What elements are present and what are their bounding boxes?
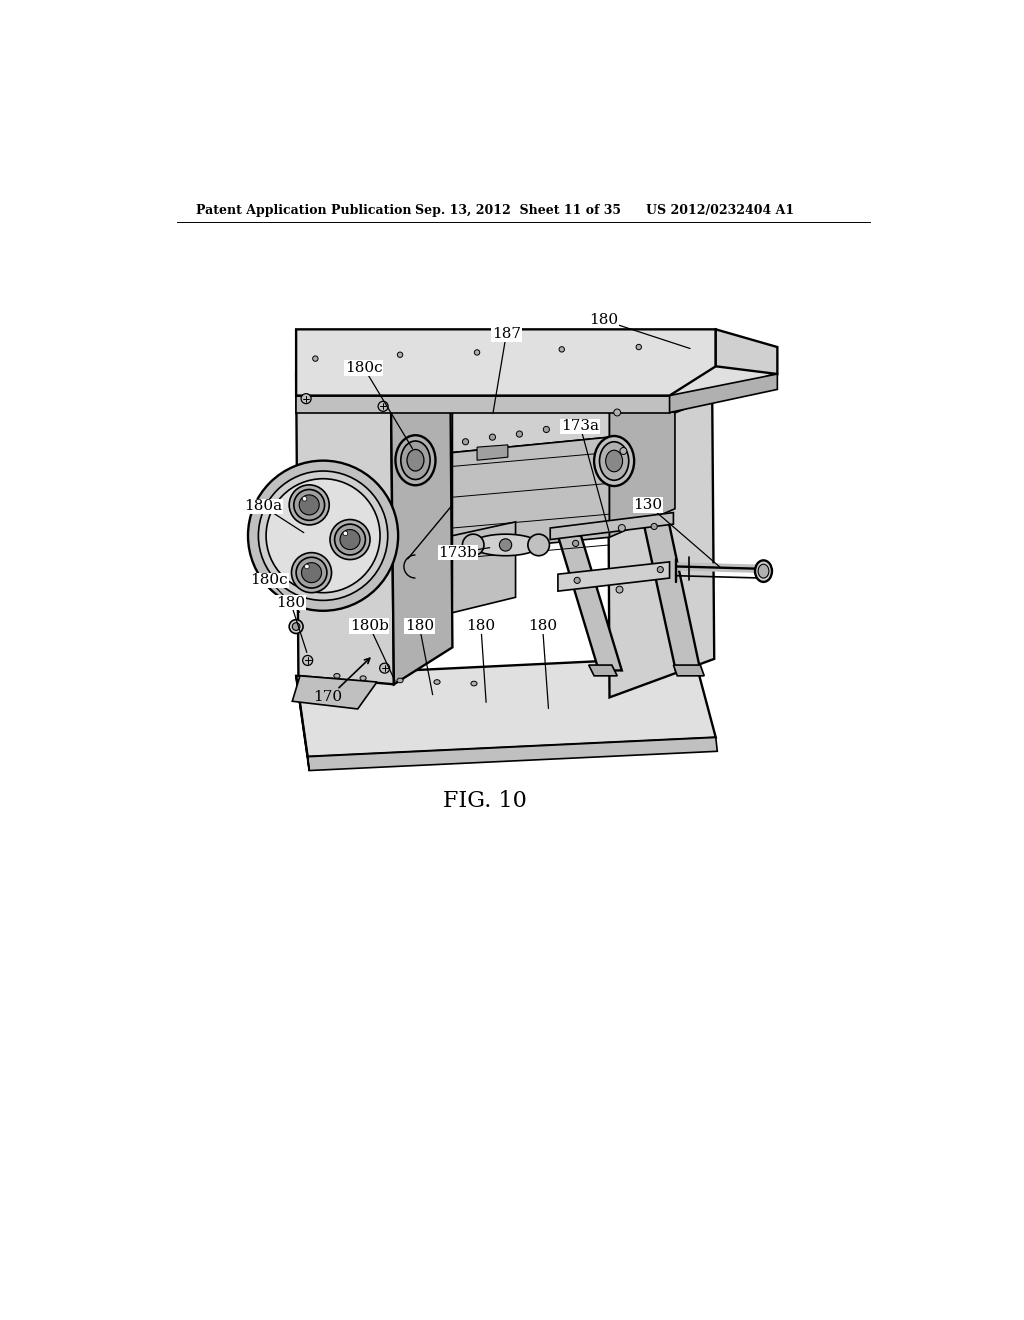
Ellipse shape bbox=[471, 681, 477, 686]
Ellipse shape bbox=[516, 432, 522, 437]
Ellipse shape bbox=[400, 441, 430, 479]
Polygon shape bbox=[296, 330, 716, 396]
Text: 180: 180 bbox=[589, 313, 617, 327]
Polygon shape bbox=[453, 437, 609, 553]
Polygon shape bbox=[550, 512, 674, 540]
Polygon shape bbox=[296, 656, 716, 756]
Ellipse shape bbox=[330, 520, 370, 560]
Ellipse shape bbox=[294, 490, 325, 520]
Text: 180: 180 bbox=[404, 619, 434, 632]
Polygon shape bbox=[609, 397, 675, 537]
Text: 180a: 180a bbox=[244, 499, 282, 513]
Ellipse shape bbox=[463, 535, 484, 556]
Ellipse shape bbox=[489, 434, 496, 441]
Ellipse shape bbox=[651, 523, 657, 529]
Polygon shape bbox=[589, 665, 617, 676]
Polygon shape bbox=[296, 396, 670, 412]
Ellipse shape bbox=[395, 436, 435, 486]
Text: 173a: 173a bbox=[561, 420, 599, 433]
Ellipse shape bbox=[463, 438, 469, 445]
Ellipse shape bbox=[360, 676, 367, 681]
Ellipse shape bbox=[266, 479, 380, 593]
Polygon shape bbox=[296, 374, 394, 684]
Ellipse shape bbox=[574, 577, 581, 583]
Ellipse shape bbox=[407, 449, 424, 471]
Polygon shape bbox=[453, 521, 515, 612]
Ellipse shape bbox=[312, 356, 318, 362]
Ellipse shape bbox=[616, 586, 623, 593]
Ellipse shape bbox=[289, 484, 330, 525]
Polygon shape bbox=[558, 536, 622, 671]
Ellipse shape bbox=[301, 393, 311, 404]
Polygon shape bbox=[716, 330, 777, 374]
Ellipse shape bbox=[755, 561, 772, 582]
Ellipse shape bbox=[378, 401, 388, 412]
Text: FIG. 10: FIG. 10 bbox=[442, 791, 526, 812]
Text: Sep. 13, 2012  Sheet 11 of 35: Sep. 13, 2012 Sheet 11 of 35 bbox=[416, 205, 622, 218]
Ellipse shape bbox=[299, 495, 319, 515]
Ellipse shape bbox=[304, 564, 309, 569]
Ellipse shape bbox=[292, 623, 300, 631]
Polygon shape bbox=[453, 397, 609, 453]
Ellipse shape bbox=[335, 524, 366, 554]
Polygon shape bbox=[296, 676, 309, 771]
Ellipse shape bbox=[472, 535, 540, 556]
Ellipse shape bbox=[302, 496, 307, 502]
Ellipse shape bbox=[334, 673, 340, 678]
Ellipse shape bbox=[397, 678, 403, 682]
Text: 170: 170 bbox=[313, 690, 342, 705]
Polygon shape bbox=[558, 562, 670, 591]
Ellipse shape bbox=[544, 426, 550, 433]
Ellipse shape bbox=[303, 656, 312, 665]
Ellipse shape bbox=[248, 461, 398, 611]
Polygon shape bbox=[608, 358, 714, 697]
Text: 180c: 180c bbox=[345, 360, 383, 375]
Ellipse shape bbox=[570, 422, 577, 428]
Ellipse shape bbox=[605, 450, 623, 471]
Ellipse shape bbox=[258, 471, 388, 601]
Ellipse shape bbox=[292, 553, 332, 593]
Ellipse shape bbox=[528, 535, 550, 556]
Text: 180: 180 bbox=[466, 619, 496, 632]
Text: 130: 130 bbox=[634, 498, 663, 512]
Ellipse shape bbox=[599, 442, 629, 480]
Ellipse shape bbox=[657, 566, 664, 573]
Ellipse shape bbox=[434, 680, 440, 684]
Polygon shape bbox=[307, 738, 717, 771]
Ellipse shape bbox=[474, 350, 480, 355]
Text: 180: 180 bbox=[276, 595, 305, 610]
Ellipse shape bbox=[572, 540, 579, 546]
Ellipse shape bbox=[618, 524, 626, 532]
Ellipse shape bbox=[296, 557, 327, 589]
Ellipse shape bbox=[500, 539, 512, 552]
Ellipse shape bbox=[559, 347, 564, 352]
Text: 173b: 173b bbox=[438, 545, 477, 560]
Ellipse shape bbox=[636, 345, 641, 350]
Polygon shape bbox=[608, 358, 777, 412]
Ellipse shape bbox=[613, 409, 621, 416]
Polygon shape bbox=[674, 665, 705, 676]
Polygon shape bbox=[643, 519, 700, 671]
Polygon shape bbox=[477, 445, 508, 461]
Text: 180c: 180c bbox=[250, 573, 288, 587]
Polygon shape bbox=[296, 343, 451, 384]
Text: 180b: 180b bbox=[350, 619, 389, 632]
Text: US 2012/0232404 A1: US 2012/0232404 A1 bbox=[646, 205, 795, 218]
Ellipse shape bbox=[301, 562, 322, 582]
Ellipse shape bbox=[289, 619, 303, 634]
Ellipse shape bbox=[343, 531, 348, 536]
Ellipse shape bbox=[620, 447, 627, 454]
Ellipse shape bbox=[380, 663, 390, 673]
Text: 180: 180 bbox=[528, 619, 557, 632]
Ellipse shape bbox=[758, 564, 769, 578]
Ellipse shape bbox=[340, 529, 360, 549]
Text: Patent Application Publication: Patent Application Publication bbox=[196, 205, 412, 218]
Polygon shape bbox=[391, 352, 453, 684]
Polygon shape bbox=[292, 676, 377, 709]
Text: 187: 187 bbox=[492, 327, 521, 341]
Ellipse shape bbox=[594, 436, 634, 486]
Polygon shape bbox=[670, 374, 777, 412]
Ellipse shape bbox=[397, 352, 402, 358]
